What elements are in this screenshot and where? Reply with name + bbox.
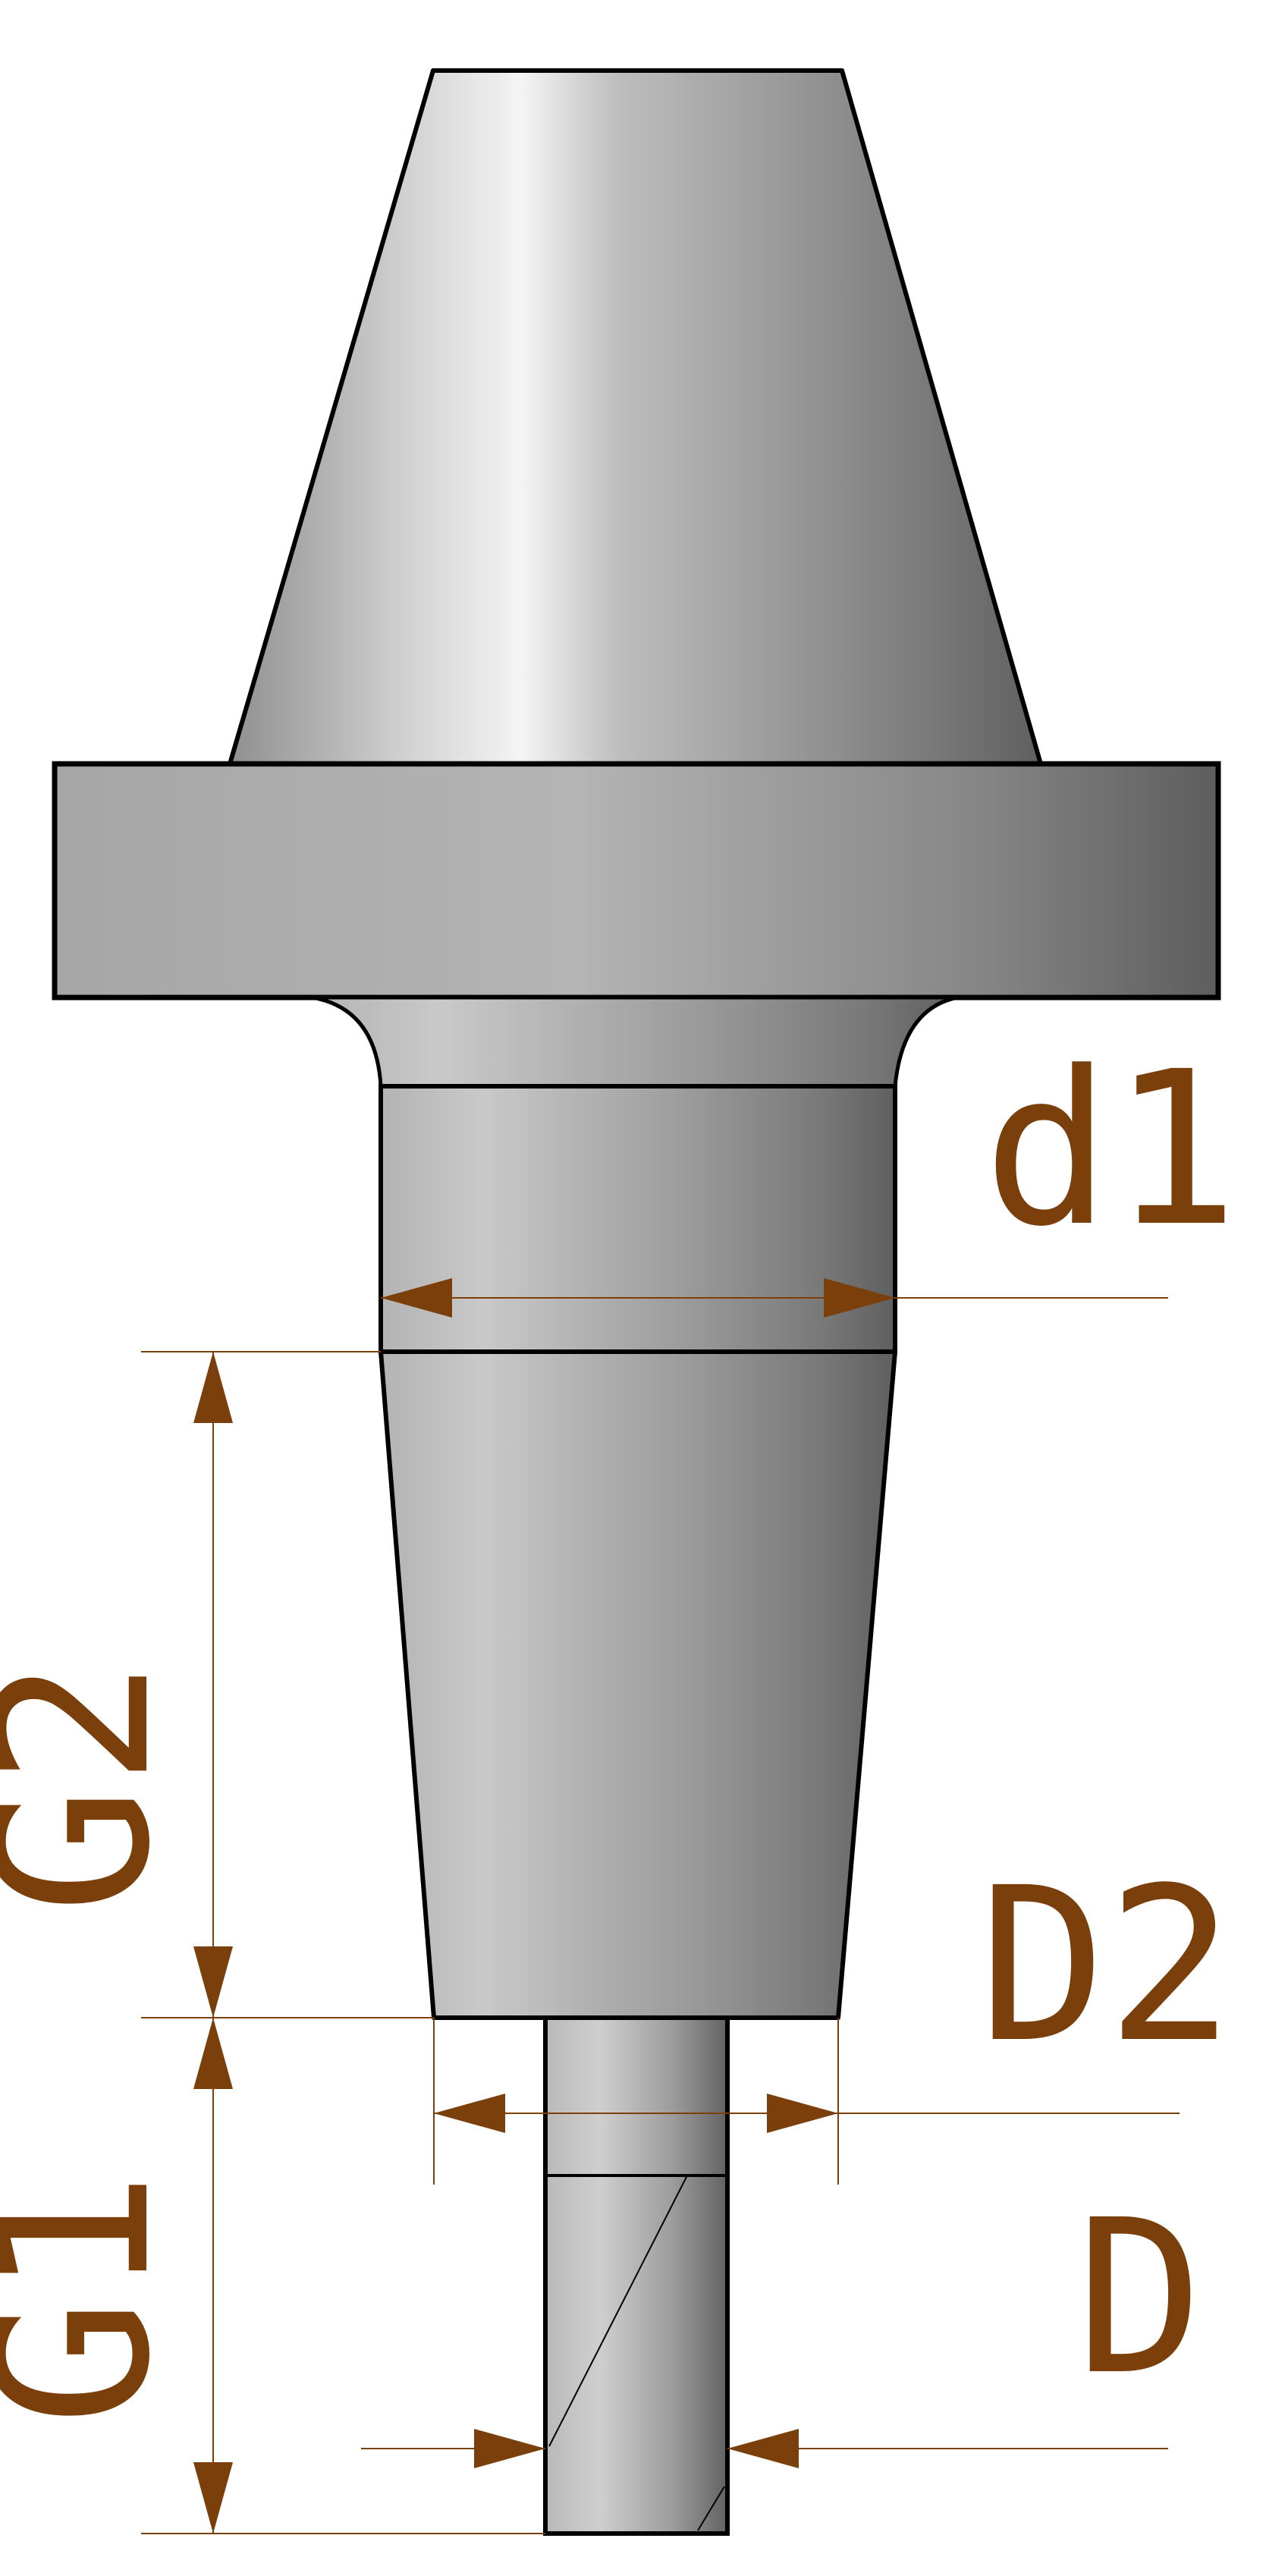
g1-arrow-top (193, 2018, 233, 2089)
flute-helix-line (548, 2175, 688, 2447)
d-arrow-left (474, 2429, 545, 2468)
label-d: D (1076, 2175, 1204, 2422)
cylinder-d1 (379, 1084, 897, 1354)
g2-arrow-top (193, 1352, 233, 1423)
label-d1: d1 (983, 1026, 1239, 1274)
neck-fillet (312, 995, 958, 1089)
flange (52, 761, 1221, 1001)
d2-arrow-left (434, 2094, 505, 2133)
taper-cone (228, 68, 1043, 766)
d-arrow-right (727, 2429, 799, 2468)
taper-extension (379, 1349, 897, 2020)
label-g1: G1 (0, 2170, 197, 2426)
dimension-arrows (193, 1278, 895, 2534)
label-d2: D2 (979, 1842, 1234, 2090)
g1-arrow-bottom (193, 2462, 233, 2534)
flute-helix-line-2 (697, 2486, 725, 2531)
d1-arrow-right (824, 1278, 895, 1318)
d1-arrow-left (381, 1278, 452, 1318)
d2-arrow-right (767, 2094, 838, 2133)
label-g2: G2 (0, 1658, 197, 1914)
g2-arrow-bottom (193, 1946, 233, 2018)
